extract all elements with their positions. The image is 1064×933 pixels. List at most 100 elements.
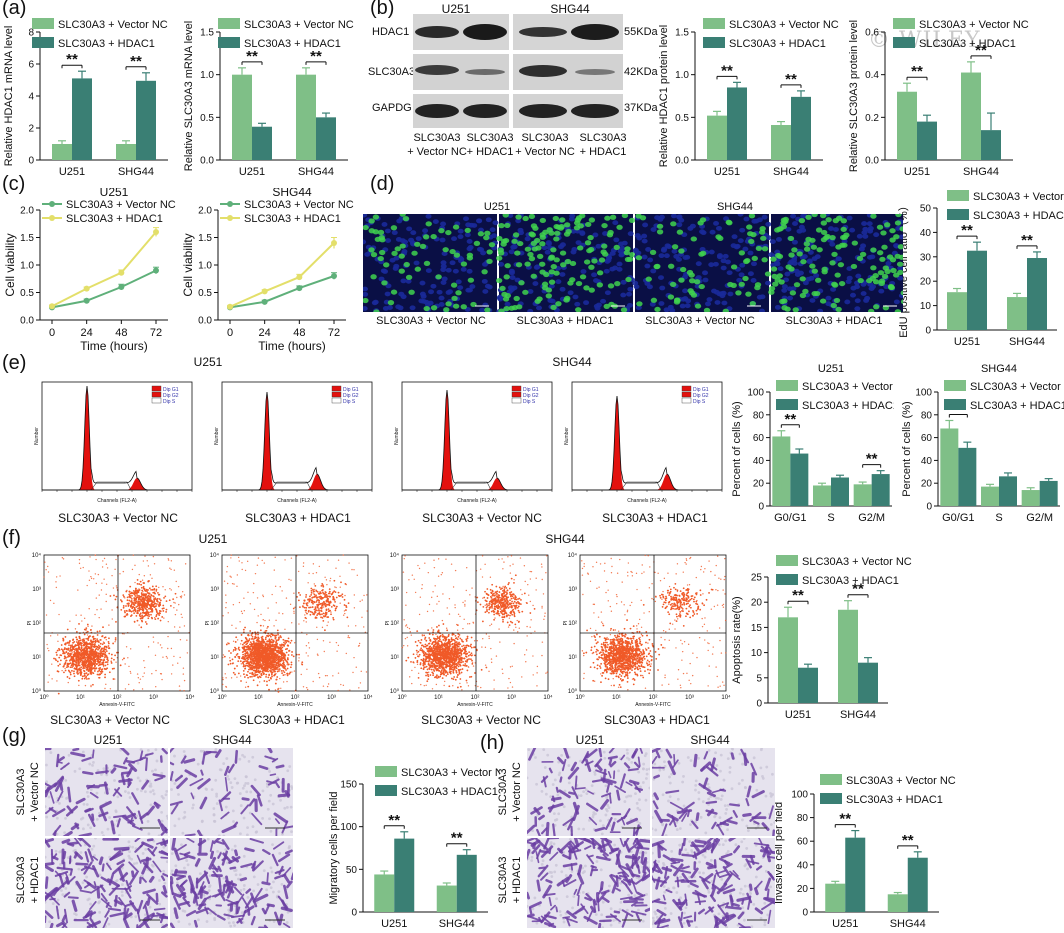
event-dot xyxy=(148,587,151,590)
event-dot xyxy=(138,682,140,684)
dapi-nucleus xyxy=(791,239,798,245)
event-dot xyxy=(136,611,139,614)
event-dot xyxy=(240,634,243,636)
event-dot xyxy=(134,587,137,590)
event-dot xyxy=(236,574,239,576)
dapi-nucleus xyxy=(485,217,492,223)
y-tick-label: 0.5 xyxy=(20,288,34,299)
event-dot xyxy=(245,655,247,657)
event-dot xyxy=(179,656,181,659)
event-dot xyxy=(147,580,149,582)
event-dot xyxy=(159,599,162,602)
event-dot xyxy=(175,580,177,583)
event-dot xyxy=(94,655,96,658)
dapi-nucleus xyxy=(548,283,555,289)
event-dot xyxy=(127,604,130,606)
event-dot xyxy=(151,577,153,580)
event-dot xyxy=(146,591,149,594)
event-dot xyxy=(174,602,176,604)
event-dot xyxy=(250,662,253,664)
event-dot xyxy=(271,644,274,646)
x-tick-label: U251 xyxy=(785,709,811,721)
event-dot xyxy=(277,647,280,650)
edu-positive-nucleus xyxy=(368,218,375,224)
event-dot xyxy=(114,641,116,643)
edu-positive-nucleus xyxy=(715,234,722,240)
dapi-nucleus xyxy=(479,307,486,312)
dapi-nucleus xyxy=(515,218,522,224)
event-dot xyxy=(254,669,257,672)
dapi-nucleus xyxy=(695,261,702,267)
dapi-nucleus xyxy=(504,301,511,307)
y-tick-label: 40 xyxy=(920,228,932,239)
edu-positive-nucleus xyxy=(900,290,903,296)
dapi-nucleus xyxy=(616,261,623,267)
dapi-nucleus xyxy=(455,279,462,285)
y-axis-label: Relative SLC30A3 mRNA level xyxy=(183,21,195,171)
dapi-nucleus xyxy=(878,288,885,294)
dapi-nucleus xyxy=(898,234,903,240)
dapi-nucleus xyxy=(660,248,667,253)
dapi-nucleus xyxy=(799,255,806,260)
hist-label-1: SLC30A3 + Vector NC xyxy=(58,511,178,525)
event-dot xyxy=(96,673,99,676)
edu-positive-nucleus xyxy=(810,244,818,250)
event-dot xyxy=(94,613,96,616)
dapi-nucleus xyxy=(738,272,745,278)
histogram-curve xyxy=(402,389,552,491)
dapi-nucleus xyxy=(363,286,369,292)
event-dot xyxy=(255,660,258,662)
event-dot xyxy=(257,660,259,663)
y-tick-label: 50 xyxy=(920,204,932,215)
edu-positive-nucleus xyxy=(881,244,888,250)
event-dot xyxy=(256,655,259,657)
event-dot xyxy=(130,672,132,674)
event-dot xyxy=(95,597,98,599)
event-dot xyxy=(102,626,104,629)
event-dot xyxy=(264,636,267,639)
event-dot xyxy=(278,652,281,654)
event-dot xyxy=(246,634,249,637)
event-dot xyxy=(274,653,277,656)
event-dot xyxy=(283,671,286,674)
event-dot xyxy=(88,570,90,572)
event-dot xyxy=(234,656,237,658)
event-dot xyxy=(247,670,249,673)
dapi-nucleus xyxy=(720,265,727,271)
edu-positive-nucleus xyxy=(484,230,491,236)
dapi-nucleus xyxy=(609,266,616,272)
event-dot xyxy=(68,642,71,644)
event-dot xyxy=(170,568,172,571)
edu-positive-nucleus xyxy=(821,266,828,272)
event-dot xyxy=(99,645,101,648)
event-dot xyxy=(317,609,319,612)
bar xyxy=(116,144,136,160)
event-dot xyxy=(250,645,252,648)
edu-positive-nucleus xyxy=(501,291,508,297)
event-dot xyxy=(95,647,98,650)
dapi-nucleus xyxy=(363,291,369,297)
dapi-nucleus xyxy=(897,265,903,271)
edu-positive-nucleus xyxy=(383,262,390,268)
hist-legend-swatch xyxy=(681,385,692,392)
event-dot xyxy=(99,642,102,645)
event-dot xyxy=(101,643,104,646)
event-dot xyxy=(77,655,80,657)
edu-positive-nucleus xyxy=(768,289,775,295)
dapi-nucleus xyxy=(866,221,873,227)
edu-positive-nucleus xyxy=(688,290,696,296)
dapi-nucleus xyxy=(600,298,607,304)
dapi-nucleus xyxy=(436,289,443,295)
event-dot xyxy=(270,673,273,676)
event-dot xyxy=(85,647,88,650)
event-dot xyxy=(179,689,181,692)
bar xyxy=(1039,480,1058,506)
edu-positive-nucleus xyxy=(430,305,438,311)
y-tick-label: 0 xyxy=(756,699,762,710)
event-dot xyxy=(283,654,285,657)
edu-positive-nucleus xyxy=(877,270,885,276)
hist-legend-label: Dip G2 xyxy=(163,393,179,399)
dapi-nucleus xyxy=(396,218,403,224)
event-dot xyxy=(309,598,311,600)
